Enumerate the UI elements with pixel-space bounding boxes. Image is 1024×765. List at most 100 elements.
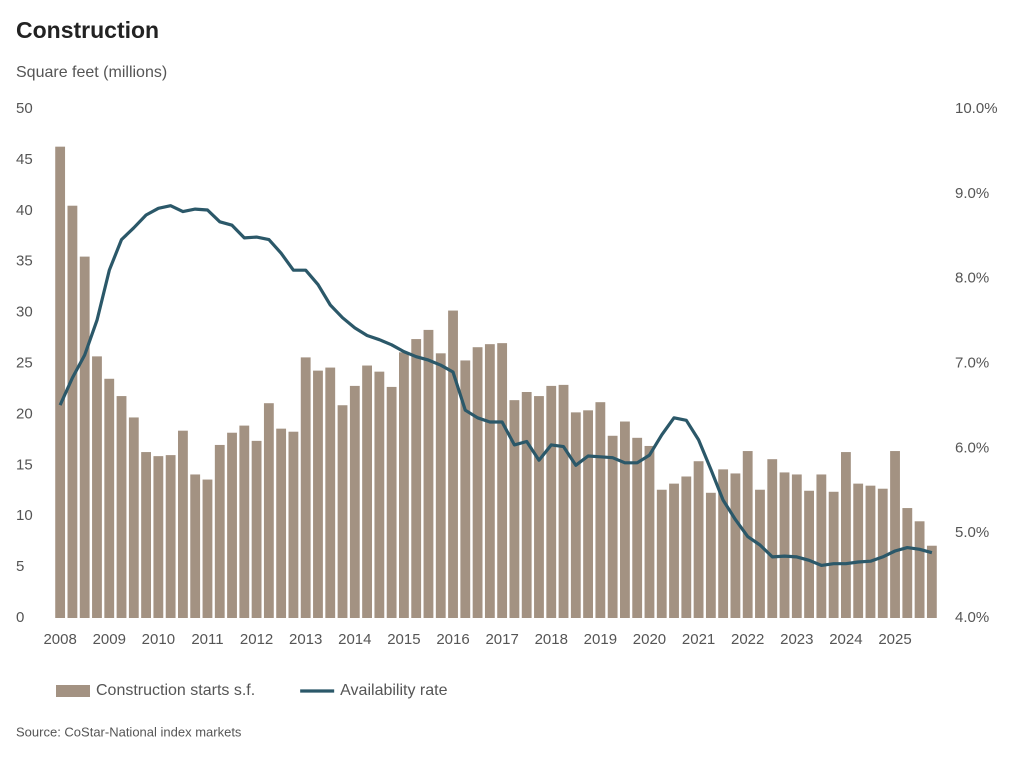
bar	[374, 371, 385, 618]
bar	[202, 479, 213, 618]
bar	[853, 483, 864, 618]
bar	[386, 386, 397, 618]
x-tick-label: 2015	[387, 631, 420, 648]
bar	[521, 392, 532, 618]
bar	[472, 347, 483, 618]
bar	[227, 432, 237, 618]
bar	[730, 473, 741, 618]
bar	[546, 385, 557, 618]
bar	[116, 396, 127, 618]
bar	[767, 459, 778, 618]
y2-tick-label: 6.0%	[955, 439, 989, 456]
bar	[411, 339, 422, 618]
bar	[190, 474, 201, 618]
x-tick-label: 2011	[191, 631, 223, 648]
x-tick-label: 2023	[780, 631, 813, 648]
legend-swatch	[56, 685, 90, 697]
y-tick-label: 35	[16, 253, 33, 270]
line	[58, 204, 933, 567]
y2-tick-label: 9.0%	[955, 185, 989, 202]
bar	[239, 425, 250, 618]
source: Source: CoStar-National index markets	[16, 724, 242, 739]
bar	[558, 384, 569, 618]
x-tick-label: 2018	[535, 631, 568, 648]
y-tick-label: 40	[16, 202, 33, 219]
chart-title: Construction	[16, 17, 159, 43]
bar	[67, 205, 78, 618]
y-tick-label: 15	[16, 456, 33, 473]
x-tick-label: 2024	[829, 631, 862, 648]
bar	[337, 405, 348, 618]
bar	[804, 490, 814, 618]
y-axis-label: Square feet (millions)	[16, 64, 167, 81]
y-tick-label: 45	[16, 151, 33, 168]
y2-tick-label: 7.0%	[955, 354, 989, 371]
bar	[632, 437, 643, 618]
bar	[914, 521, 925, 618]
bar	[55, 146, 66, 618]
x-tick-label: 2013	[289, 631, 322, 648]
x-tick-label: 2010	[142, 631, 175, 648]
x-tick-label: 2014	[338, 631, 371, 648]
bar	[435, 353, 446, 618]
bar	[460, 360, 471, 618]
y-tick-label: 25	[16, 354, 33, 371]
bar	[841, 452, 851, 618]
bar	[141, 452, 151, 618]
y-tick-label: 10	[16, 507, 33, 524]
x-tick-label: 2020	[633, 631, 666, 648]
bar	[681, 476, 692, 618]
y2-tick-label: 10.0%	[955, 100, 998, 117]
bar	[128, 417, 139, 618]
bar	[534, 396, 544, 618]
bar	[288, 431, 299, 618]
x-tick-label: 2012	[240, 631, 273, 648]
bar	[92, 356, 102, 618]
bar	[448, 310, 458, 618]
x-tick-label: 2019	[584, 631, 617, 648]
y2-tick-label: 5.0%	[955, 524, 989, 541]
bar	[484, 344, 495, 618]
bar	[718, 469, 729, 618]
bar	[656, 489, 667, 618]
bar	[399, 352, 409, 618]
bar	[890, 451, 900, 618]
x-tick-label: 2016	[436, 631, 469, 648]
bar	[570, 412, 581, 618]
bar	[251, 440, 262, 618]
bar	[644, 445, 655, 618]
bar	[79, 256, 90, 618]
bar	[791, 474, 802, 618]
bar	[325, 367, 336, 618]
bar	[865, 485, 876, 618]
bar	[902, 508, 913, 618]
bar	[362, 365, 372, 618]
bar	[583, 410, 593, 618]
bar	[313, 370, 323, 618]
bar	[816, 474, 827, 618]
x-tick-label: 2025	[878, 631, 911, 648]
x-tick-label: 2008	[43, 631, 76, 648]
bar	[276, 428, 287, 618]
bar	[263, 403, 274, 618]
bar	[669, 483, 679, 618]
bar	[423, 329, 434, 618]
bar	[509, 400, 520, 618]
x-tick-label: 2022	[731, 631, 764, 648]
bar	[755, 489, 765, 618]
bar	[595, 402, 606, 618]
bar	[779, 472, 790, 618]
legend-label: Availability rate	[340, 682, 447, 699]
bar	[877, 488, 888, 618]
bar	[165, 455, 176, 618]
legend-label: Construction starts s.f.	[96, 682, 255, 699]
x-tick-label: 2021	[682, 631, 715, 648]
bar	[349, 385, 360, 618]
y-tick-label: 30	[16, 304, 33, 321]
y-tick-label: 5	[16, 558, 24, 575]
y-tick-label: 50	[16, 100, 33, 117]
x-tick-label: 2009	[93, 631, 126, 648]
bar	[104, 378, 115, 618]
y2-tick-label: 4.0%	[955, 609, 989, 626]
x-tick-label: 2017	[485, 631, 518, 648]
